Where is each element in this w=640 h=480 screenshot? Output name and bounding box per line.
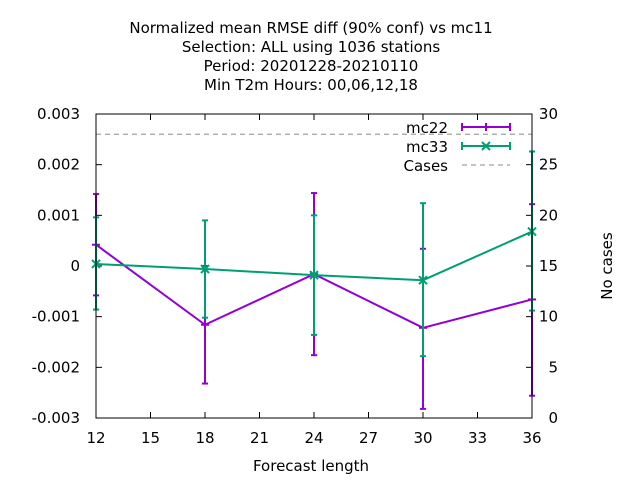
y-tick-label: -0.003 [32, 409, 80, 427]
y2-tick-label: 0 [548, 409, 558, 427]
x-tick-label: 18 [195, 429, 214, 447]
cross-marker-b [418, 275, 428, 285]
cross-marker-b [200, 264, 210, 274]
x-tick-label: 24 [304, 429, 323, 447]
title-line-4: Min T2m Hours: 00,06,12,18 [204, 76, 418, 94]
y-tick-label: 0 [70, 257, 80, 275]
x-axis-title: Forecast length [253, 457, 369, 475]
y2-tick-label: 10 [539, 308, 558, 326]
title-line-2: Selection: ALL using 1036 stations [182, 38, 441, 56]
y-tick-label: 0.003 [37, 105, 80, 123]
legend-label-cases: Cases [403, 157, 448, 175]
data-point [418, 275, 428, 285]
y2-tick-label: 5 [548, 358, 558, 376]
y2-tick-label: 25 [539, 156, 558, 174]
y-tick-label: 0.001 [37, 206, 80, 224]
y2-tick-label: 30 [539, 105, 558, 123]
data-point [201, 320, 209, 329]
data-point [200, 264, 210, 274]
y2-axis-ticks: 30 25 20 15 10 5 0 [526, 105, 558, 427]
x-axis-ticks: 12 15 18 21 24 27 30 33 36 [86, 114, 542, 447]
y2-tick-label: 20 [539, 206, 558, 224]
title-line-1: Normalized mean RMSE diff (90% conf) vs … [129, 19, 492, 37]
legend: mc22 mc33 Cases [403, 119, 511, 175]
series-layer [91, 133, 537, 410]
y-tick-label: -0.002 [32, 358, 80, 376]
y-tick-label: 0.002 [37, 156, 80, 174]
y-tick-label: -0.001 [32, 308, 80, 326]
x-tick-label: 30 [413, 429, 432, 447]
data-point [309, 270, 319, 280]
plot-border [95, 113, 533, 419]
series-mc33 [91, 150, 537, 358]
x-tick-label: 12 [86, 429, 105, 447]
x-tick-label: 15 [141, 429, 160, 447]
cross-marker-b [309, 270, 319, 280]
y-axis-ticks: 0.003 0.002 0.001 0 -0.001 -0.002 -0.003 [32, 105, 102, 427]
title-line-3: Period: 20201228-20210110 [204, 57, 419, 75]
y2-axis-title: No cases [598, 232, 616, 300]
x-tick-label: 27 [359, 429, 378, 447]
x-tick-label: 36 [522, 429, 541, 447]
y2-tick-label: 15 [539, 257, 558, 275]
legend-label-mc22: mc22 [406, 119, 448, 137]
x-tick-label: 33 [468, 429, 487, 447]
x-tick-label: 21 [250, 429, 269, 447]
legend-sample-marker [481, 141, 491, 151]
chart-title: Normalized mean RMSE diff (90% conf) vs … [129, 19, 492, 94]
legend-label-mc33: mc33 [406, 138, 448, 156]
